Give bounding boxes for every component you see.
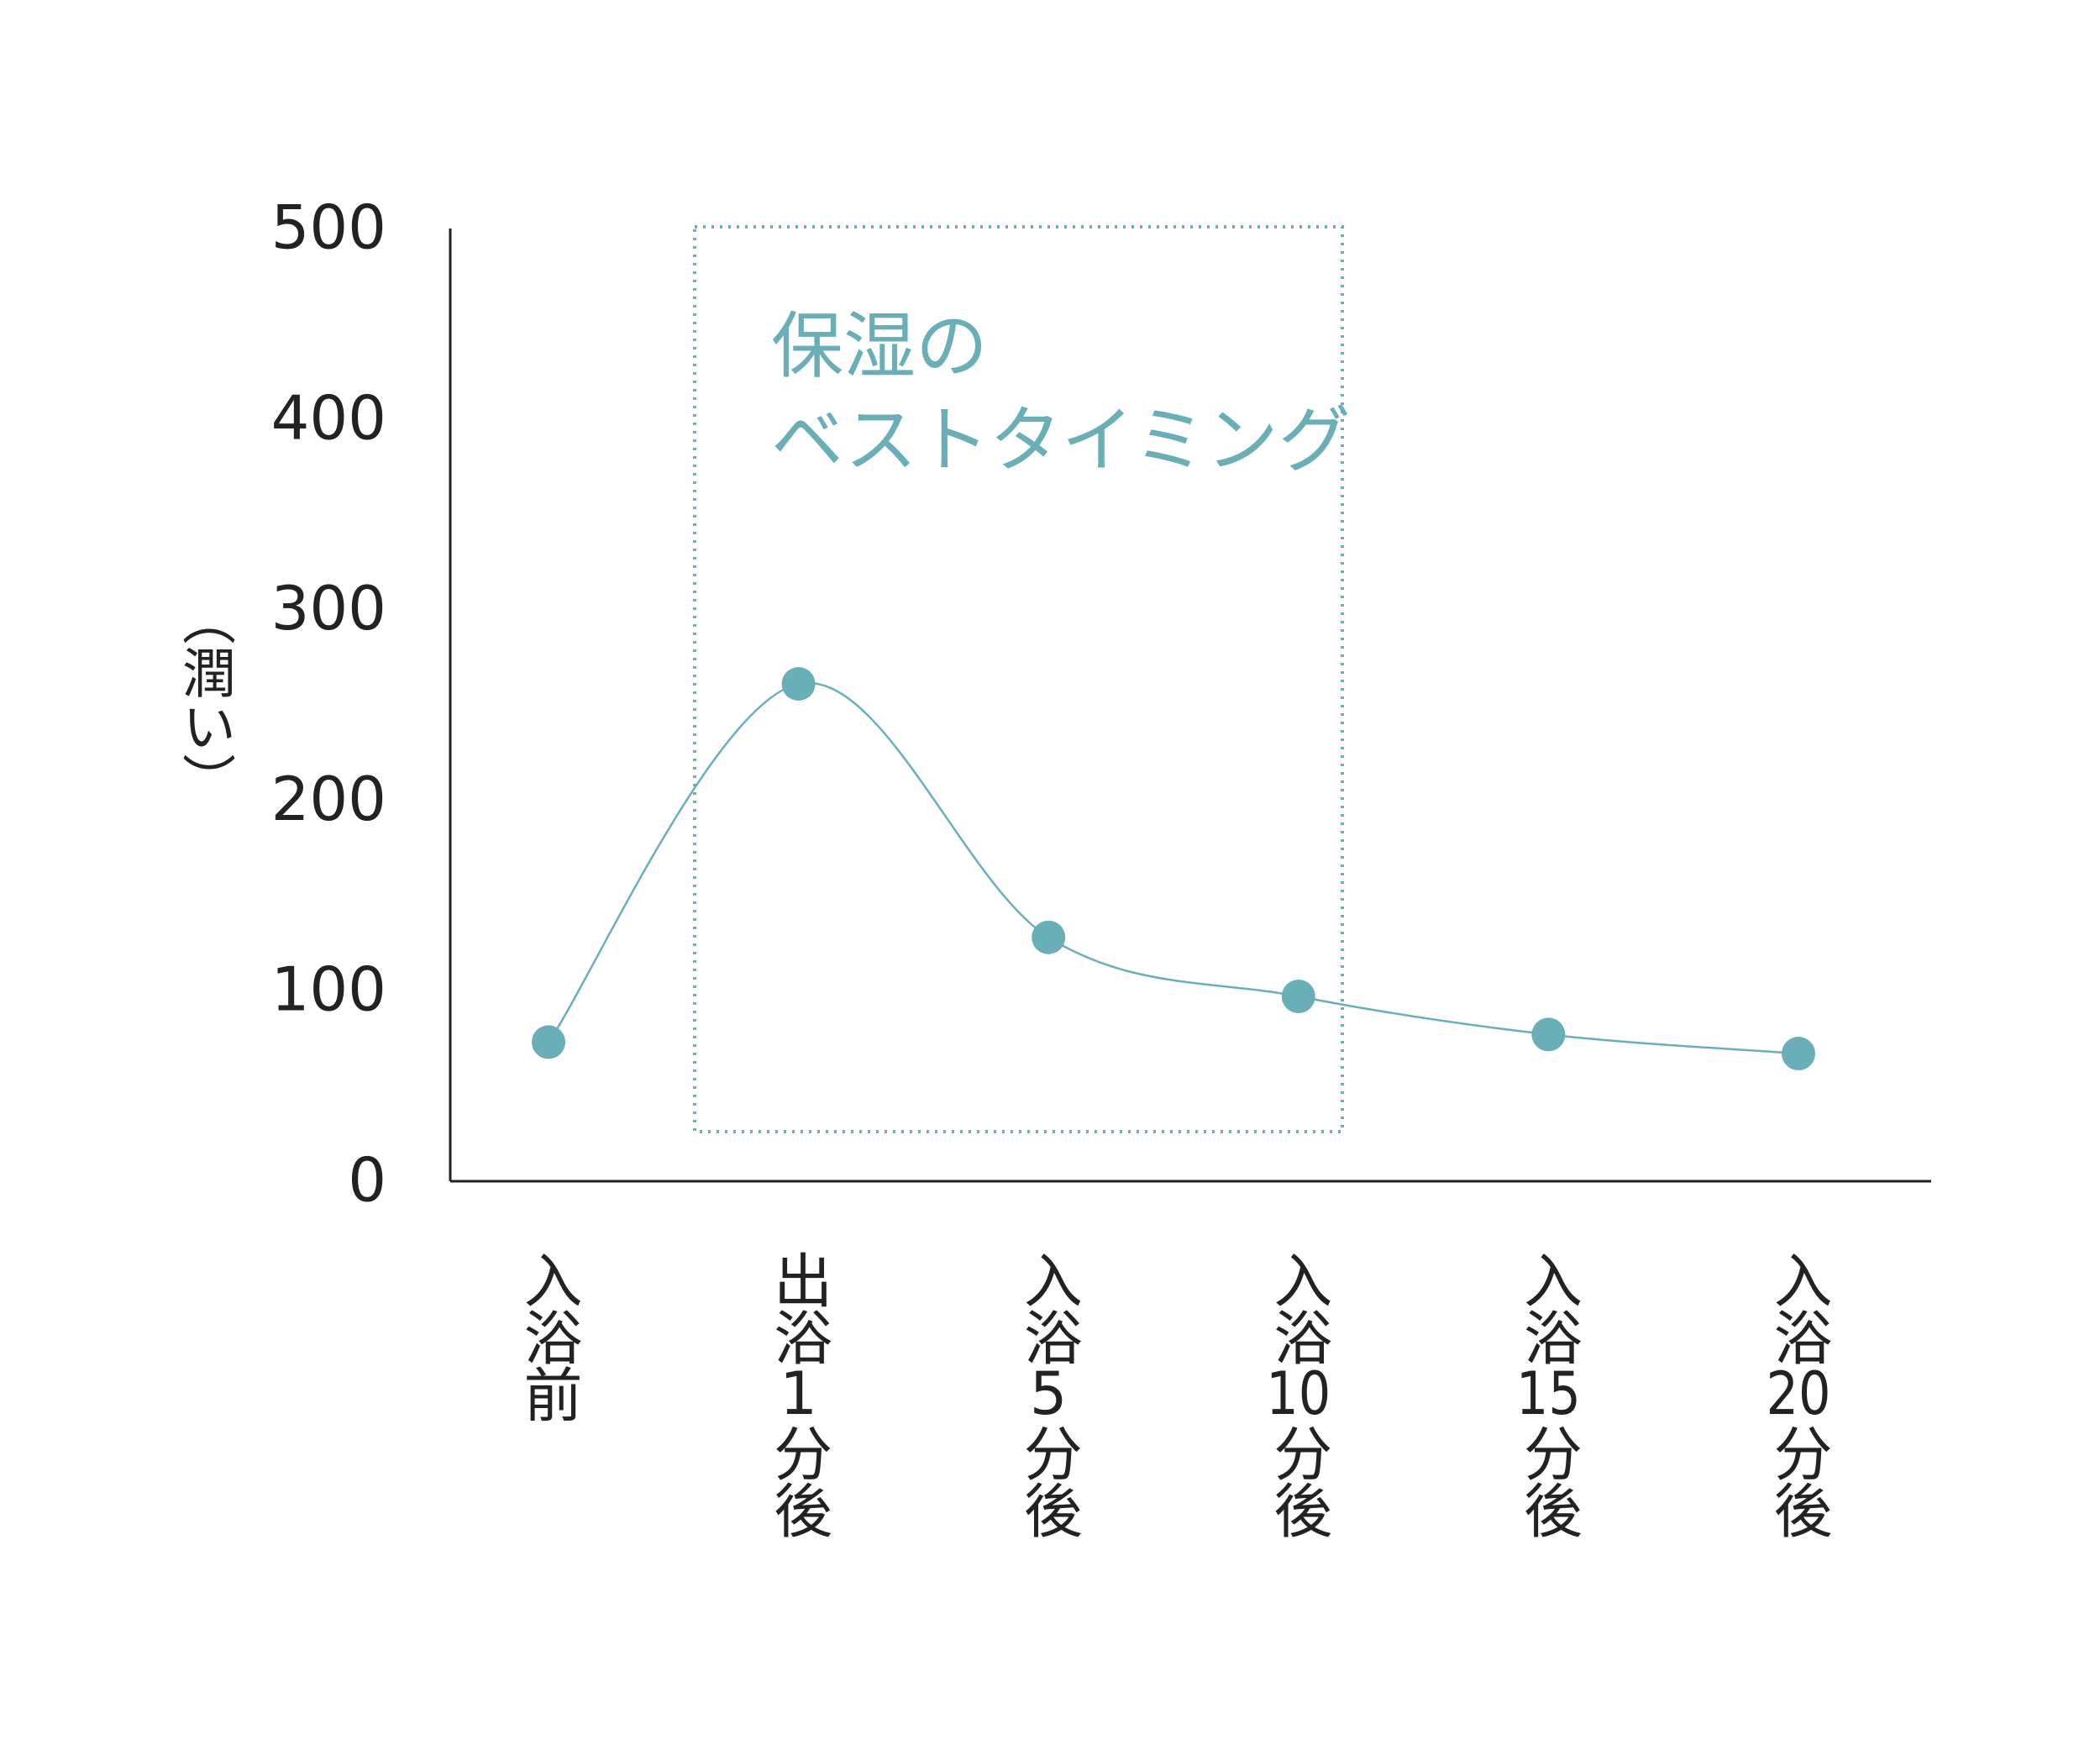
y-tick-label: 500	[271, 192, 386, 263]
x-tick-label: 入浴10分後	[1263, 1250, 1333, 1537]
x-tick-label: 入浴15分後	[1514, 1250, 1583, 1537]
annotation: 保湿の	[771, 304, 988, 388]
x-tick-label: 入浴20分後	[1764, 1250, 1833, 1537]
data-point	[532, 1025, 565, 1059]
data-point	[1032, 920, 1066, 954]
data-point	[1782, 1037, 1815, 1071]
y-tick-label: 400	[271, 382, 386, 453]
data-point	[1531, 1017, 1566, 1052]
x-tick-label: 入浴前	[514, 1250, 583, 1422]
data-point	[781, 667, 816, 702]
annotation: ベストタイミング	[771, 398, 1351, 482]
data-line	[547, 681, 1799, 1055]
y-axis-label: （潤い）	[173, 591, 235, 807]
x-tick-label: 出浴1分後	[764, 1250, 833, 1537]
y-tick-label: 200	[271, 764, 386, 834]
y-tick-label: 100	[271, 954, 386, 1025]
x-tick-label: 入浴5分後	[1014, 1250, 1084, 1537]
y-tick-label: 300	[271, 573, 386, 644]
data-point	[1281, 980, 1315, 1014]
y-tick-label: 0	[348, 1145, 386, 1216]
